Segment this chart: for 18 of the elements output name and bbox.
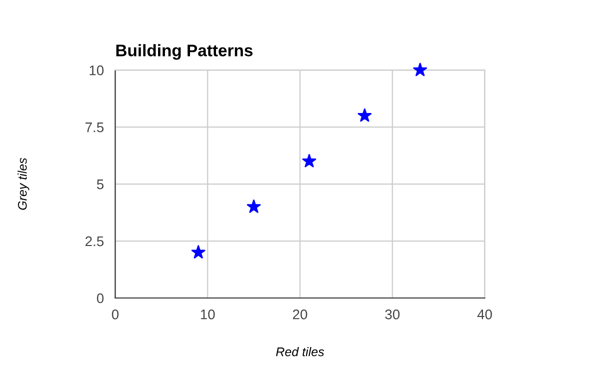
- point: [413, 62, 428, 76]
- point: [246, 200, 261, 213]
- chart-title: Building Patterns: [116, 44, 253, 60]
- y-tick-label: 7.5: [86, 122, 104, 132]
- y-tick-label: 5: [96, 180, 104, 190]
- point: [191, 245, 206, 258]
- x-tick-label: 0: [112, 309, 119, 320]
- x-tick-label: 20: [292, 309, 308, 320]
- y-tick-label: 0: [96, 293, 104, 304]
- point: [358, 108, 372, 122]
- x-tick-label: 30: [385, 309, 400, 320]
- point: [302, 154, 316, 168]
- x-tick-label: 10: [200, 309, 215, 320]
- x-tick-label: 40: [477, 309, 492, 320]
- y-tick-label: 10: [90, 65, 104, 76]
- y-axis-title: Grey tiles: [18, 158, 30, 210]
- x-axis-title: Red tiles: [276, 347, 324, 356]
- y-tick-label: 2.5: [86, 236, 104, 246]
